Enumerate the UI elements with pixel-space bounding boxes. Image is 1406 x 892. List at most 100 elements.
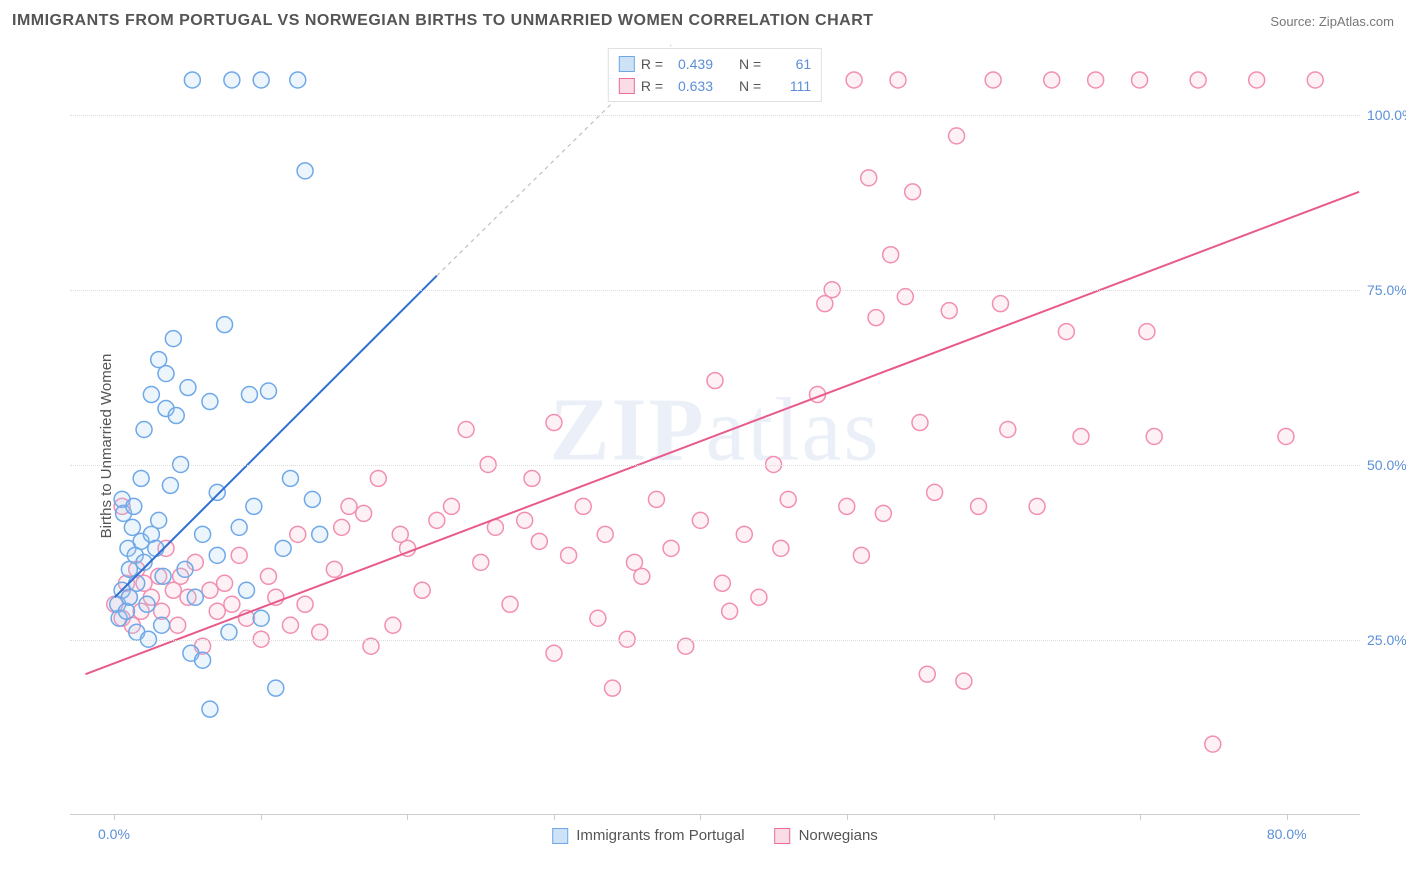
data-point — [956, 673, 972, 689]
data-point — [148, 540, 164, 556]
source-attribution: Source: ZipAtlas.com — [1270, 14, 1394, 29]
data-point — [195, 526, 211, 542]
data-point — [714, 575, 730, 591]
legend-swatch — [619, 78, 635, 94]
data-point — [443, 498, 459, 514]
data-point — [634, 568, 650, 584]
data-point — [524, 470, 540, 486]
legend-r-label: R = — [641, 78, 663, 94]
x-tick — [261, 814, 262, 820]
data-point — [239, 582, 255, 598]
chart-title: IMMIGRANTS FROM PORTUGAL VS NORWEGIAN BI… — [12, 12, 874, 30]
y-tick-label: 25.0% — [1367, 632, 1406, 648]
data-point — [224, 72, 240, 88]
data-point — [341, 498, 357, 514]
legend-swatch — [552, 828, 568, 844]
data-point — [129, 575, 145, 591]
data-point — [170, 617, 186, 633]
data-point — [597, 526, 613, 542]
data-point — [275, 540, 291, 556]
plot-area: ZIPatlas R =0.439N =61R =0.633N =111 Imm… — [70, 45, 1360, 815]
data-point — [414, 582, 430, 598]
data-point — [268, 680, 284, 696]
data-point — [905, 184, 921, 200]
y-tick-label: 100.0% — [1367, 107, 1406, 123]
data-point — [707, 373, 723, 389]
data-point — [1278, 429, 1294, 445]
data-point — [663, 540, 679, 556]
data-point — [1205, 736, 1221, 752]
data-point — [517, 512, 533, 528]
legend-series-item: Norwegians — [775, 827, 878, 844]
legend-n-label: N = — [739, 56, 761, 72]
data-point — [260, 568, 276, 584]
data-point — [217, 575, 233, 591]
data-point — [136, 422, 152, 438]
y-tick-label: 75.0% — [1367, 282, 1406, 298]
x-tick — [700, 814, 701, 820]
data-point — [853, 547, 869, 563]
data-point — [429, 512, 445, 528]
data-point — [531, 533, 547, 549]
x-tick-label: 0.0% — [98, 826, 130, 842]
data-point — [546, 415, 562, 431]
data-point — [282, 470, 298, 486]
data-point — [312, 526, 328, 542]
legend-series-label: Immigrants from Portugal — [576, 827, 744, 844]
data-point — [561, 547, 577, 563]
data-point — [297, 163, 313, 179]
data-point — [326, 561, 342, 577]
data-point — [722, 603, 738, 619]
legend-swatch — [619, 56, 635, 72]
data-point — [751, 589, 767, 605]
source-label: Source: — [1270, 14, 1315, 29]
data-point — [126, 498, 142, 514]
data-point — [221, 624, 237, 640]
data-point — [1132, 72, 1148, 88]
data-point — [290, 526, 306, 542]
data-point — [370, 470, 386, 486]
data-point — [385, 617, 401, 633]
legend-n-label: N = — [739, 78, 761, 94]
x-tick — [1140, 814, 1141, 820]
data-point — [187, 589, 203, 605]
data-point — [883, 247, 899, 263]
data-point — [773, 540, 789, 556]
data-point — [941, 303, 957, 319]
data-point — [180, 380, 196, 396]
data-point — [971, 498, 987, 514]
legend-correlation: R =0.439N =61R =0.633N =111 — [608, 48, 822, 102]
gridline — [70, 115, 1360, 116]
data-point — [253, 610, 269, 626]
title-bar: IMMIGRANTS FROM PORTUGAL VS NORWEGIAN BI… — [12, 12, 1394, 30]
data-point — [1029, 498, 1045, 514]
data-point — [546, 645, 562, 661]
legend-series-label: Norwegians — [799, 827, 878, 844]
data-point — [202, 701, 218, 717]
legend-series: Immigrants from Portugal Norwegians — [552, 827, 878, 844]
data-point — [780, 491, 796, 507]
legend-swatch — [775, 828, 791, 844]
data-point — [184, 72, 200, 88]
data-point — [648, 491, 664, 507]
data-point — [1044, 72, 1060, 88]
data-point — [1073, 429, 1089, 445]
gridline — [70, 640, 1360, 641]
data-point — [177, 561, 193, 577]
x-tick — [407, 814, 408, 820]
data-point — [143, 387, 159, 403]
source-link[interactable]: ZipAtlas.com — [1319, 14, 1394, 29]
data-point — [241, 387, 257, 403]
chart-svg — [70, 45, 1360, 814]
data-point — [282, 617, 298, 633]
data-point — [202, 582, 218, 598]
data-point — [202, 394, 218, 410]
x-tick — [994, 814, 995, 820]
data-point — [118, 603, 134, 619]
data-point — [458, 422, 474, 438]
data-point — [1058, 324, 1074, 340]
x-tick-label: 80.0% — [1267, 826, 1307, 842]
data-point — [231, 547, 247, 563]
data-point — [875, 505, 891, 521]
data-point — [297, 596, 313, 612]
